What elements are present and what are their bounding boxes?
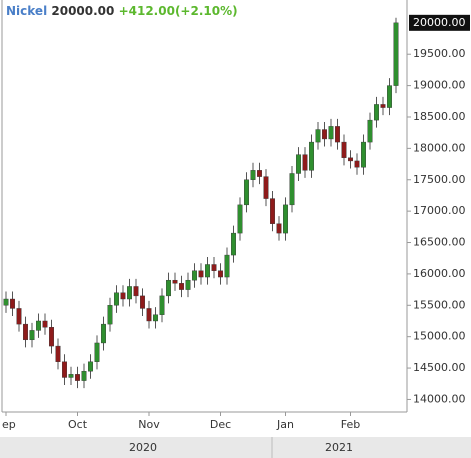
x-tick-label: ep <box>2 418 16 431</box>
candle-body <box>322 129 328 140</box>
y-tick-label: 19000.00 <box>413 79 466 92</box>
y-tick-label: 17000.00 <box>413 204 466 217</box>
candle-body <box>335 126 341 143</box>
candle-body <box>74 374 80 381</box>
candle-body <box>62 361 68 378</box>
candle-body <box>361 141 367 168</box>
candle-body <box>120 292 126 300</box>
candle-body <box>204 264 210 278</box>
candle-body <box>309 141 315 171</box>
candle-body <box>393 22 399 86</box>
candle-body <box>302 154 308 171</box>
candle-body <box>133 286 139 297</box>
candle-body <box>354 160 360 168</box>
x-tick-label: Dec <box>210 418 231 431</box>
candle-body <box>289 173 295 206</box>
y-tick-label: 19500.00 <box>413 47 466 60</box>
y-tick-label: 16500.00 <box>413 236 466 249</box>
last-price: 20000.00 <box>51 4 114 18</box>
candle-body <box>178 283 184 290</box>
candle-body <box>152 314 158 322</box>
candle-body <box>94 342 100 362</box>
y-tick-label: 17500.00 <box>413 173 466 186</box>
x-tick-label: Nov <box>138 418 160 431</box>
candle-body <box>23 323 29 341</box>
candle-body <box>276 223 282 234</box>
candle-body <box>263 176 269 199</box>
candle-body <box>81 371 87 381</box>
candle-body <box>296 154 302 174</box>
candle-body <box>315 129 321 143</box>
price-tag-label: 20000.00 <box>413 16 466 29</box>
year-label: 2020 <box>129 441 157 454</box>
candle-body <box>283 204 289 234</box>
candle-body <box>68 374 74 378</box>
header: Nickel 20000.00 +412.00(+2.10%) <box>6 4 238 18</box>
candle-body <box>185 279 191 290</box>
candle-body <box>374 104 380 121</box>
candle-body <box>146 308 152 322</box>
candle-body <box>341 141 347 158</box>
candle-body <box>387 85 393 108</box>
candle-body <box>237 204 243 234</box>
y-tick-label: 15000.00 <box>413 330 466 343</box>
candle-body <box>380 104 386 108</box>
candle-body <box>29 330 35 341</box>
x-tick-label: Jan <box>276 418 294 431</box>
candle-body <box>42 320 48 328</box>
candle-body <box>55 345 61 362</box>
candle-body <box>100 323 106 344</box>
candle-body <box>126 286 132 300</box>
candle-body <box>159 295 165 315</box>
x-tick-label: Oct <box>68 418 88 431</box>
y-tick-label: 16000.00 <box>413 267 466 280</box>
year-label: 2021 <box>325 441 353 454</box>
candle-body <box>250 170 256 180</box>
candle-body <box>348 157 354 162</box>
y-tick-label: 18000.00 <box>413 141 466 154</box>
y-tick-label: 14000.00 <box>413 392 466 405</box>
candle-body <box>107 305 113 325</box>
candle-body <box>328 126 334 140</box>
candle-body <box>243 179 249 206</box>
candle-body <box>217 270 223 278</box>
candle-body <box>172 279 178 284</box>
candle-body <box>87 361 93 372</box>
candle-body <box>230 232 236 256</box>
symbol: Nickel <box>6 4 47 18</box>
candle-body <box>367 119 373 143</box>
candle-body <box>36 320 42 331</box>
candle-body <box>139 295 145 309</box>
candle-body <box>191 270 197 281</box>
year-bar <box>0 437 471 458</box>
y-tick-label: 14500.00 <box>413 361 466 374</box>
candle-body <box>224 254 230 278</box>
change: +412.00(+2.10%) <box>119 4 238 18</box>
price-tag <box>409 14 470 31</box>
candle-body <box>49 327 55 347</box>
y-tick-label: 18500.00 <box>413 110 466 123</box>
candle-body <box>198 270 204 278</box>
y-tick-label: 15500.00 <box>413 298 466 311</box>
candle-body <box>270 198 276 224</box>
candle-body <box>113 292 119 306</box>
candle-body <box>3 298 9 306</box>
candle-body <box>211 264 217 271</box>
candle-body <box>165 279 171 297</box>
x-tick-label: Feb <box>341 418 360 431</box>
candle-body <box>9 298 15 309</box>
candle-body <box>16 308 22 325</box>
candle-body <box>257 170 263 177</box>
